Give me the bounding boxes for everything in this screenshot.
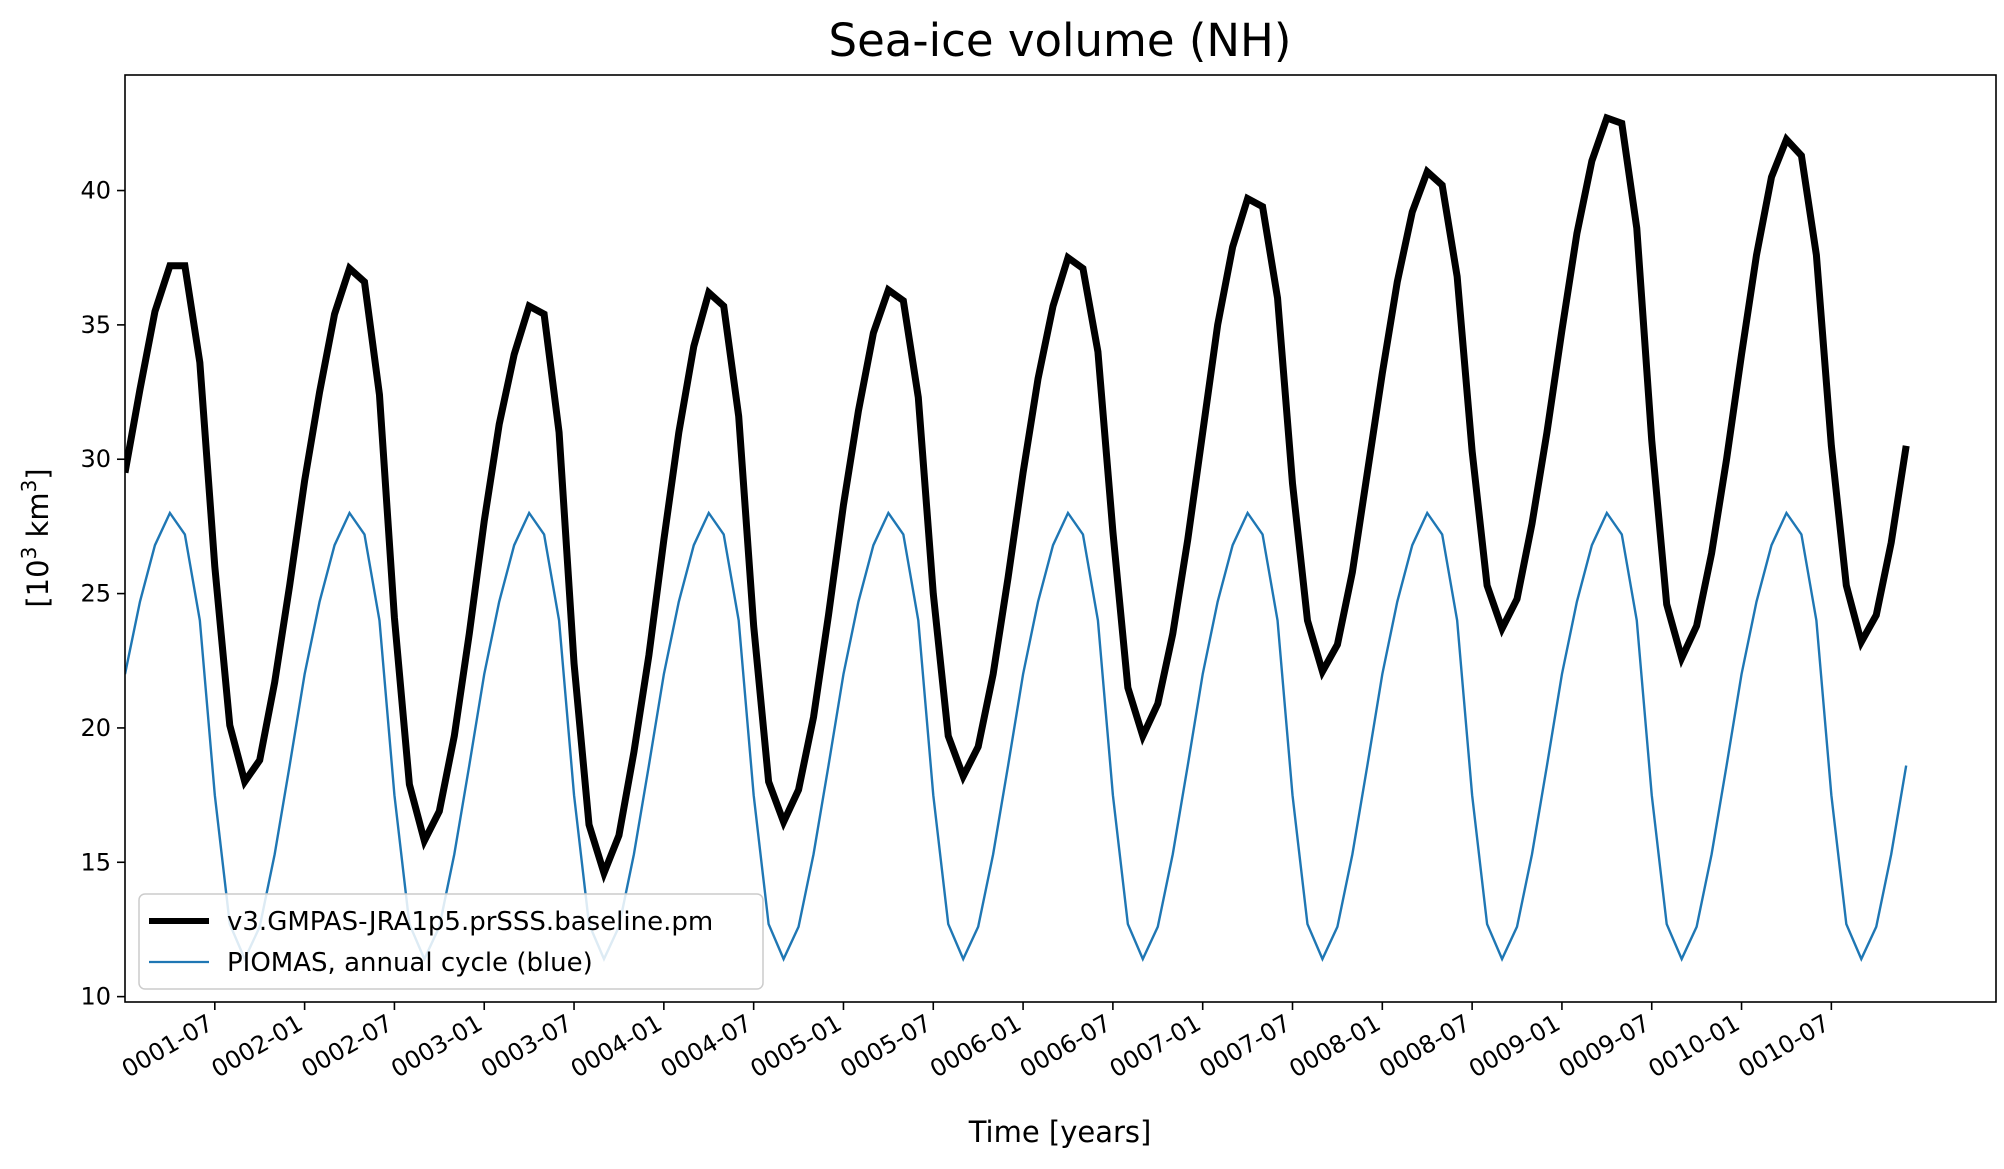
x-tick-label: 0009-07 (1554, 1009, 1655, 1083)
y-axis-label-sup2: 3 (17, 480, 41, 493)
x-tick-label: 0002-07 (297, 1009, 398, 1083)
series-line-model (125, 113, 1910, 884)
y-axis-ticks: 10 15 20 25 30 35 40 (80, 177, 125, 1011)
x-tick-label: 0006-07 (1015, 1009, 1116, 1083)
y-tick-label: 25 (80, 580, 111, 608)
x-axis-ticks: 0001-070002-010002-070003-010003-070004-… (117, 1002, 1834, 1083)
y-tick-label: 10 (80, 983, 111, 1011)
legend: v3.GMPAS-JRA1p5.prSSS.baseline.pm PIOMAS… (138, 893, 764, 990)
chart-title: Sea-ice volume (NH) (829, 14, 1292, 67)
y-tick-label: 30 (80, 445, 111, 473)
x-tick-label: 0003-01 (386, 1009, 487, 1083)
y-axis-label-close: ] (21, 468, 55, 479)
x-tick-label: 0001-07 (117, 1009, 218, 1083)
plot-layer (125, 113, 1910, 962)
plot-frame (124, 74, 1997, 1003)
x-tick-label: 0005-07 (835, 1009, 936, 1083)
x-tick-label: 0008-01 (1284, 1009, 1385, 1083)
x-tick-label: 0002-01 (207, 1009, 308, 1083)
x-tick-label: 0004-07 (656, 1009, 757, 1083)
legend-label-model: v3.GMPAS-JRA1p5.prSSS.baseline.pm (227, 907, 713, 937)
x-tick-label: 0006-01 (925, 1009, 1026, 1083)
legend-box (138, 893, 764, 990)
x-axis-label: Time [years] (968, 1115, 1152, 1149)
y-axis-label-sup1: 3 (17, 547, 41, 560)
y-tick-label: 35 (80, 311, 111, 339)
y-axis-label: [103 km3] (17, 468, 55, 607)
x-tick-label: 0007-01 (1105, 1009, 1206, 1083)
x-tick-label: 0003-07 (476, 1009, 577, 1083)
x-tick-label: 0010-01 (1644, 1009, 1745, 1083)
y-tick-label: 15 (80, 848, 111, 876)
x-tick-label: 0008-07 (1374, 1009, 1475, 1083)
y-axis-label-mid: km (21, 492, 55, 546)
x-tick-label: 0007-07 (1195, 1009, 1296, 1083)
y-tick-label: 40 (80, 177, 111, 205)
x-tick-label: 0010-07 (1734, 1009, 1835, 1083)
y-axis-label-open: [10 (21, 559, 55, 607)
x-tick-label: 0005-01 (746, 1009, 847, 1083)
x-tick-label: 0004-01 (566, 1009, 667, 1083)
legend-label-piomas: PIOMAS, annual cycle (blue) (227, 948, 593, 978)
x-tick-label: 0009-01 (1464, 1009, 1565, 1083)
y-tick-label: 20 (80, 714, 111, 742)
